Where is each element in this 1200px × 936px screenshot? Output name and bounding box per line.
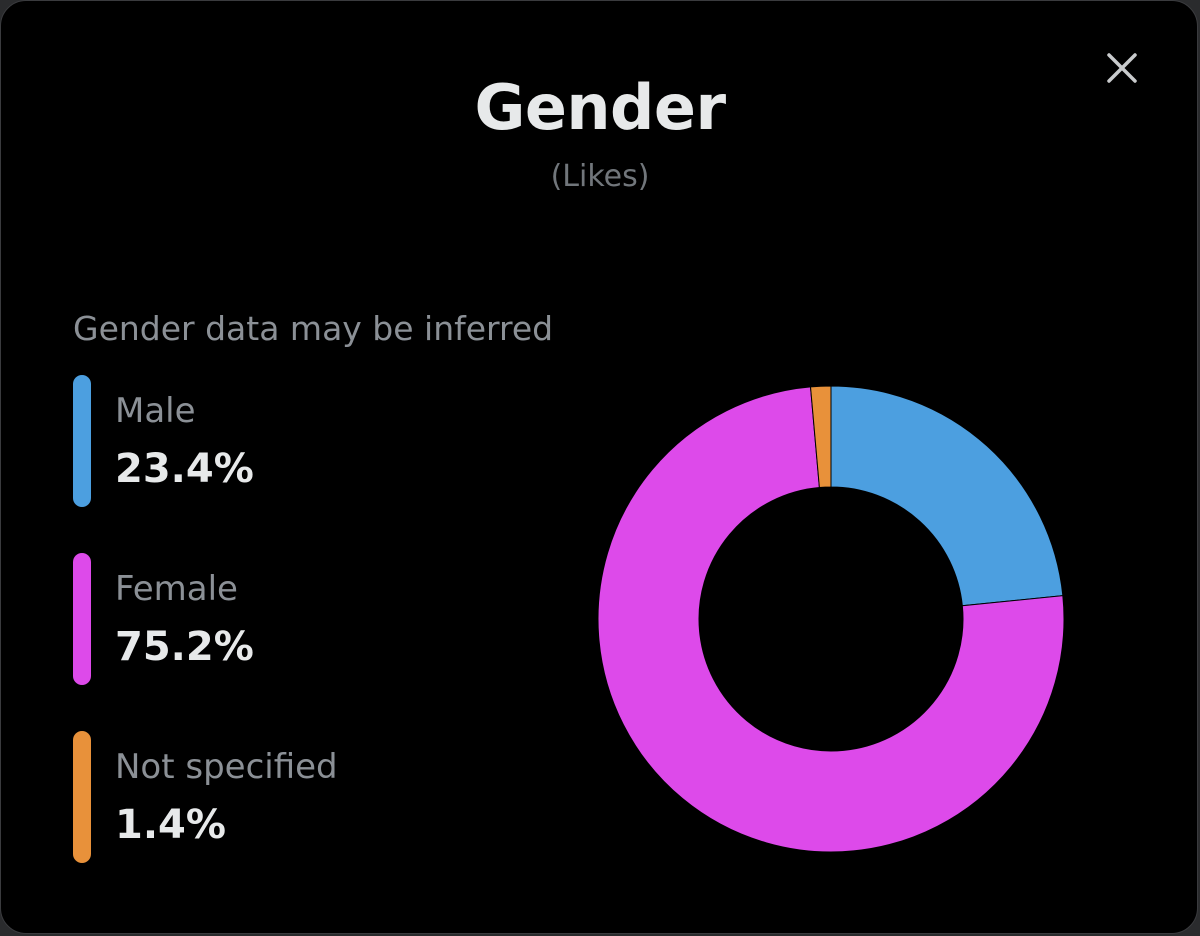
legend-item-female: Female 75.2% (73, 553, 553, 685)
legend-label-female: Female (115, 569, 238, 609)
legend-swatch-female (73, 553, 91, 685)
inferred-data-note: Gender data may be inferred (73, 309, 554, 348)
legend-item-male: Male 23.4% (73, 375, 553, 507)
legend-value-male: 23.4% (115, 446, 254, 492)
donut-slice-female[interactable] (597, 386, 1065, 853)
legend-value-female: 75.2% (115, 624, 254, 670)
legend-label-not-specified: Not specified (115, 747, 338, 787)
close-icon (1107, 53, 1137, 83)
legend-item-not-specified: Not specified 1.4% (73, 731, 553, 863)
legend-label-male: Male (115, 391, 196, 431)
close-button[interactable] (1099, 45, 1145, 91)
donut-chart (597, 385, 1065, 853)
chart-title: Gender (474, 71, 726, 144)
legend-swatch-not-specified (73, 731, 91, 863)
legend-swatch-male (73, 375, 91, 507)
donut-slice-male[interactable] (830, 385, 1064, 607)
donut-slice-not-specified[interactable] (809, 385, 832, 489)
legend-value-not-specified: 1.4% (115, 802, 226, 848)
chart-subtitle: (Likes) (550, 159, 650, 194)
